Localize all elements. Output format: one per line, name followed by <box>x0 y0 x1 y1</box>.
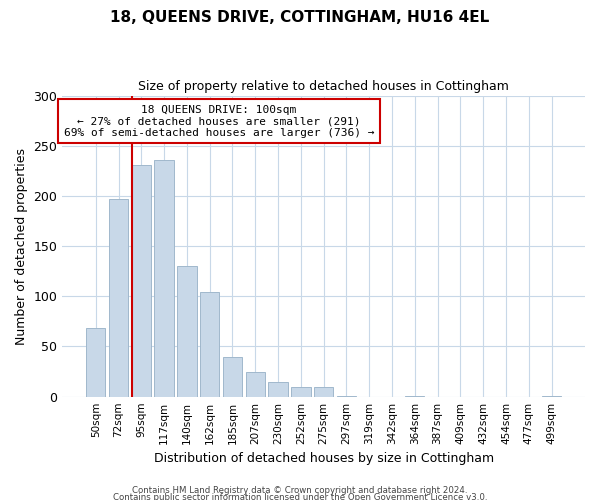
Text: Contains HM Land Registry data © Crown copyright and database right 2024.: Contains HM Land Registry data © Crown c… <box>132 486 468 495</box>
Bar <box>314 386 334 396</box>
Y-axis label: Number of detached properties: Number of detached properties <box>15 148 28 344</box>
Bar <box>200 292 220 397</box>
Text: 18 QUEENS DRIVE: 100sqm
← 27% of detached houses are smaller (291)
69% of semi-d: 18 QUEENS DRIVE: 100sqm ← 27% of detache… <box>64 104 374 138</box>
Title: Size of property relative to detached houses in Cottingham: Size of property relative to detached ho… <box>138 80 509 93</box>
Bar <box>177 266 197 396</box>
Bar <box>131 165 151 396</box>
Bar <box>291 386 311 396</box>
Bar <box>223 356 242 397</box>
Bar <box>154 160 174 396</box>
Bar <box>109 199 128 396</box>
Bar <box>86 328 106 396</box>
Text: 18, QUEENS DRIVE, COTTINGHAM, HU16 4EL: 18, QUEENS DRIVE, COTTINGHAM, HU16 4EL <box>110 10 490 25</box>
Text: Contains public sector information licensed under the Open Government Licence v3: Contains public sector information licen… <box>113 494 487 500</box>
Bar <box>245 372 265 396</box>
X-axis label: Distribution of detached houses by size in Cottingham: Distribution of detached houses by size … <box>154 452 494 465</box>
Bar <box>268 382 288 396</box>
